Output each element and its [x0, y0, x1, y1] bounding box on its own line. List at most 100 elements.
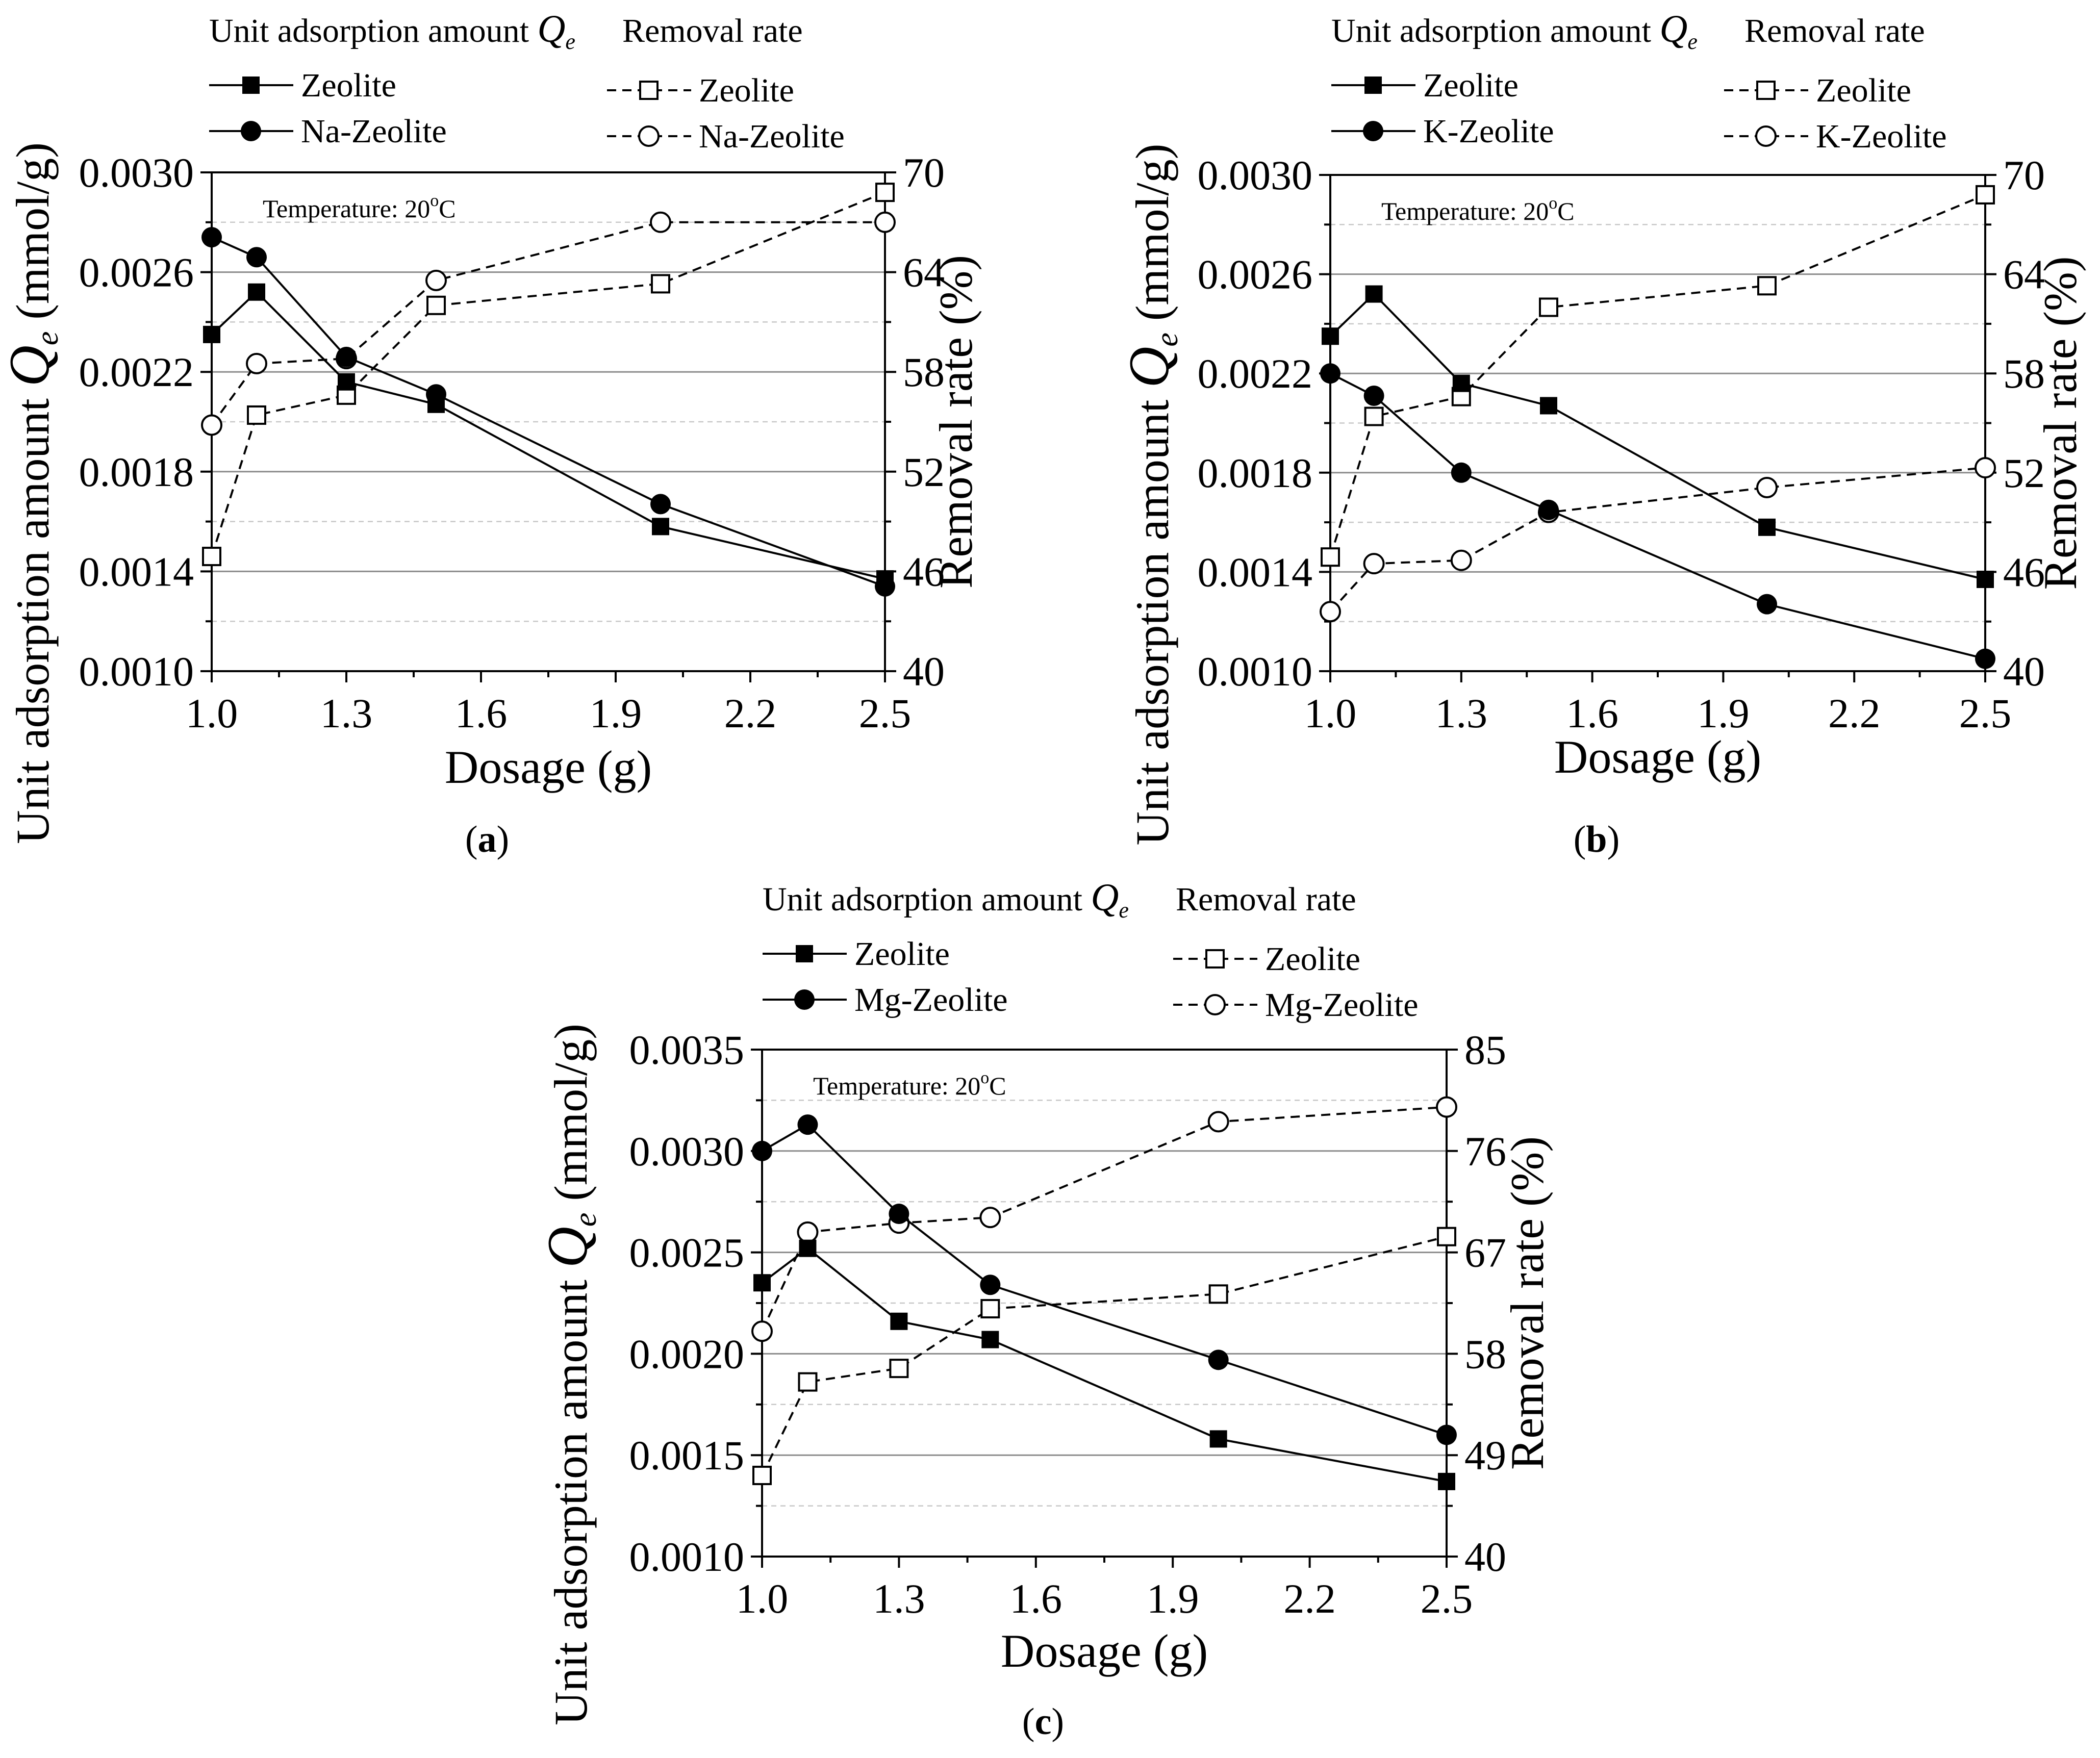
y-axis-title-unit: (mmol/g) [545, 1024, 597, 1213]
legend-header-right: Removal rate [1744, 12, 1925, 49]
data-point-zeolite-qe [1452, 374, 1470, 392]
series-line-k-zeolite-removal [1329, 467, 1986, 613]
legend-entry: Zeolite [607, 72, 794, 109]
legend-marker [241, 121, 261, 141]
series-line-zeolite-removal [761, 1235, 1447, 1476]
panel-label-close: ) [1051, 1701, 1064, 1743]
data-point-zeolite-removal [980, 1299, 1000, 1319]
x-tick-label: 1.6 [455, 690, 508, 736]
legend-label: Zeolite [1423, 67, 1519, 104]
plot-frame [1329, 174, 1986, 672]
y-tick-label: 0.0010 [629, 1534, 745, 1580]
data-point-zeolite-qe [981, 1331, 999, 1348]
data-point-zeolite-removal [426, 295, 446, 315]
legend-header-left: Unit adsorption amount Qe [209, 8, 575, 54]
data-point-mg-zeolite-removal [751, 1320, 773, 1342]
legend-marker [1363, 121, 1383, 141]
series-na-zeolite-removal [201, 211, 896, 436]
y-tick-label: 0.0010 [79, 648, 194, 695]
legend-header-right: Removal rate [1176, 881, 1356, 918]
y-tick-label: 0.0020 [629, 1331, 745, 1377]
series-line-k-zeolite-qe [1330, 372, 1986, 660]
data-point-zeolite-removal [651, 274, 670, 294]
y-axis-title-text: Unit adsorption amount [7, 387, 59, 844]
panel-label-close: ) [1607, 819, 1620, 860]
y-tick-label: 0.0030 [1198, 152, 1313, 198]
x-tick-label: 1.9 [590, 690, 642, 736]
series-line-na-zeolite-qe [211, 236, 885, 588]
y-axis-title-symbol: Q [0, 345, 61, 387]
panel-a: 1.0 1.3 1.6 1.9 2.2 2.5 0.0010 0.0014 0.0018 0.00… [0, 8, 982, 860]
y-tick-label: 0.0014 [79, 548, 194, 595]
data-point-zeolite-qe [753, 1274, 771, 1292]
panel-label-close: ) [497, 819, 510, 860]
y2-tick-label: 64 [903, 249, 945, 296]
legend-entry: Zeolite [1724, 72, 1911, 109]
temperature-annotation-degree: o [430, 191, 439, 210]
data-point-mg-zeolite-qe [1436, 1424, 1457, 1445]
series-k-zeolite-removal [1320, 457, 1996, 623]
legend-label: Zeolite [1816, 72, 1911, 109]
y2-tick-label: 49 [1464, 1432, 1506, 1479]
legend-entry: Na-Zeolite [607, 118, 845, 155]
y2-axis-title: Removal rate (%) [1501, 1136, 1553, 1470]
x-tick-label: 1.6 [1010, 1575, 1062, 1622]
series-line-zeolite-qe [211, 290, 885, 580]
legend-header-symbol: Q [1659, 8, 1687, 50]
y-axis-title-subscript: e [30, 332, 65, 346]
data-point-k-zeolite-qe [1451, 462, 1472, 483]
y-axis-title: Unit adsorption amount Qe (mmol/g) [1118, 144, 1184, 846]
series-mg-zeolite-removal [751, 1096, 1457, 1342]
legend-label: K-Zeolite [1423, 113, 1554, 150]
legend-marker [796, 945, 813, 962]
legend-label: Zeolite [699, 72, 794, 109]
legend-entry: Mg-Zeolite [1173, 986, 1419, 1024]
legend-marker [794, 989, 815, 1010]
data-point-zeolite-removal [889, 1359, 909, 1379]
legend-marker [1204, 994, 1226, 1015]
x-tick-label: 2.2 [1828, 690, 1881, 736]
data-point-na-zeolite-removal [425, 269, 447, 291]
y2-tick-label: 70 [2003, 152, 2045, 198]
panel-label-letter: c [1035, 1701, 1052, 1743]
legend: Unit adsorption amount Qe Removal rate Zeo… [763, 876, 1419, 1024]
y2-tick-label: 58 [1464, 1331, 1506, 1377]
x-tick-label: 1.0 [186, 690, 238, 736]
series-zeolite-qe [1322, 285, 1994, 588]
data-point-na-zeolite-qe [875, 576, 895, 597]
temperature-annotation: Temperature: 20oC [1381, 194, 1575, 225]
data-point-na-zeolite-removal [650, 211, 671, 233]
panel-label: (c) [1022, 1701, 1064, 1743]
legend-label: Na-Zeolite [699, 118, 845, 155]
panel-c: 1.0 1.3 1.6 1.9 2.2 2.5 0.0010 0.0015 0.0020 0.00… [536, 876, 1553, 1743]
data-point-zeolite-qe [1322, 327, 1339, 345]
data-point-na-zeolite-qe [246, 247, 267, 268]
y2-tick-label: 40 [903, 648, 945, 695]
data-point-k-zeolite-qe [1538, 499, 1559, 520]
data-point-na-zeolite-removal [874, 211, 896, 233]
y-axis-title-unit: (mmol/g) [1126, 144, 1178, 333]
panel-b: 1.0 1.3 1.6 1.9 2.2 2.5 0.0010 0.0014 0.0018 0.00… [1118, 8, 2086, 860]
temperature-annotation-degree: o [1549, 194, 1557, 213]
data-point-zeolite-qe [1438, 1472, 1455, 1490]
legend-header-subscript: e [565, 29, 575, 54]
temperature-annotation-unit: C [439, 194, 456, 223]
y2-axis-title: Removal rate (%) [930, 255, 982, 589]
data-point-zeolite-qe [1365, 285, 1383, 303]
series-line-na-zeolite-removal [211, 221, 885, 426]
panel-label: (a) [465, 819, 509, 860]
data-point-k-zeolite-qe [1320, 363, 1340, 384]
series-zeolite-removal [202, 183, 895, 567]
data-point-zeolite-qe [652, 518, 669, 536]
legend-entry: Mg-Zeolite [763, 981, 1008, 1018]
data-point-zeolite-qe [1540, 397, 1557, 415]
y-axis-title-unit: (mmol/g) [7, 142, 59, 332]
data-point-na-zeolite-removal [246, 352, 267, 374]
series-zeolite-removal [1321, 185, 1995, 567]
data-point-zeolite-removal [1539, 297, 1558, 317]
y-tick-label: 0.0026 [79, 249, 194, 296]
y-tick-label: 0.0026 [1198, 251, 1313, 298]
series-line-zeolite-qe [1329, 292, 1986, 580]
panel-label-open: ( [1022, 1701, 1035, 1743]
